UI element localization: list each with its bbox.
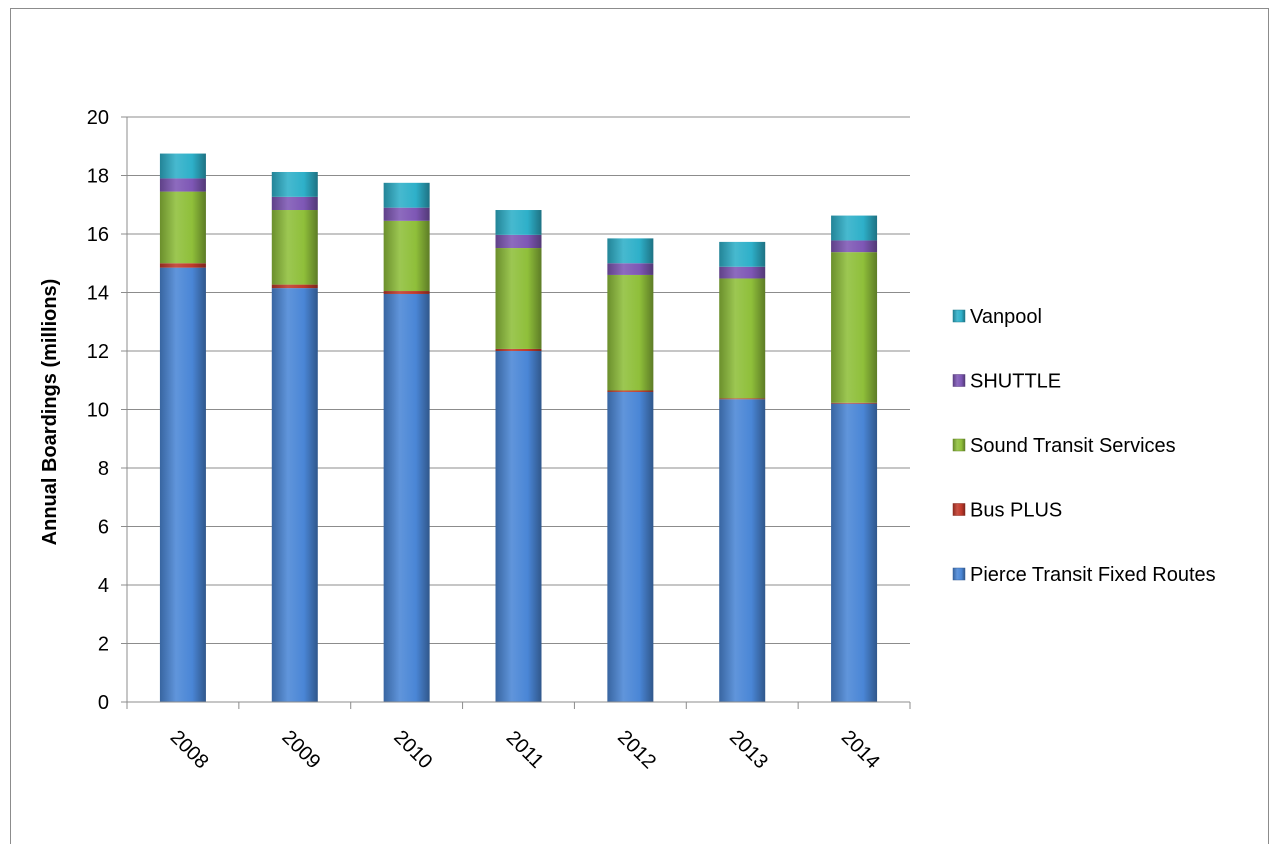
legend-label: SHUTTLE	[970, 371, 1061, 393]
bar-segment-vanpool-2009	[271, 171, 318, 197]
bar-segment-vanpool-2013	[719, 241, 766, 267]
bar-segment-vanpool-2008	[159, 153, 206, 179]
bar-segment-pierce-transit-fixed-routes-2011	[495, 351, 542, 702]
bar-segment-bus-plus-2013	[719, 398, 766, 400]
bar-segment-shuttle-2013	[719, 266, 766, 279]
bar-segment-shuttle-2009	[271, 196, 318, 211]
bar-segment-sound-transit-services-2010	[383, 220, 430, 292]
y-tick-labels: 0 2 4 6 8 10 12 14 16 18 20	[87, 107, 109, 714]
bar-segment-bus-plus-2012	[607, 390, 654, 392]
bar-segment-sound-transit-services-2012	[607, 274, 654, 391]
x-tick-label: 2013	[725, 726, 772, 773]
bar-segment-sound-transit-services-2014	[831, 252, 878, 403]
bar-segment-vanpool-2014	[831, 215, 878, 241]
bar-segment-bus-plus-2010	[383, 291, 430, 294]
legend-label: Sound Transit Services	[970, 435, 1176, 457]
x-tick-label: 2010	[389, 726, 436, 773]
x-tick-label: 2012	[613, 726, 660, 773]
bar-segment-bus-plus-2008	[159, 263, 206, 268]
legend-swatch	[952, 309, 966, 323]
bar-segment-vanpool-2010	[383, 182, 430, 208]
y-tick-label: 14	[87, 283, 109, 305]
bar-segment-pierce-transit-fixed-routes-2014	[831, 403, 878, 702]
bar-segment-sound-transit-services-2011	[495, 248, 542, 349]
x-tick-labels: 2008 2009 2010 2011 2012 2013 2014	[166, 726, 884, 773]
bar-segment-bus-plus-2009	[271, 284, 318, 289]
bar-segment-bus-plus-2011	[495, 348, 542, 351]
legend-label: Bus PLUS	[970, 500, 1062, 522]
axes	[126, 117, 911, 709]
y-tick-label: 4	[98, 575, 109, 597]
x-tick-label: 2008	[166, 726, 213, 773]
bar-segment-bus-plus-2014	[831, 402, 878, 404]
y-tick-label: 18	[87, 166, 109, 188]
bar-segment-vanpool-2012	[607, 238, 654, 264]
y-tick-label: 0	[98, 692, 109, 714]
bar-segment-shuttle-2008	[159, 178, 206, 192]
x-tick-label: 2014	[837, 726, 884, 773]
y-tick-label: 16	[87, 224, 109, 246]
x-tick-label: 2011	[502, 727, 548, 773]
y-tick-label: 2	[98, 634, 109, 656]
bar-segment-shuttle-2010	[383, 207, 430, 221]
legend-swatch	[952, 567, 966, 581]
bar-segment-pierce-transit-fixed-routes-2009	[271, 288, 318, 702]
legend-label: Pierce Transit Fixed Routes	[970, 564, 1216, 586]
y-tick-label: 10	[87, 400, 109, 422]
bar-segment-sound-transit-services-2009	[271, 210, 318, 285]
legend-label: Vanpool	[970, 306, 1042, 328]
bar-segment-sound-transit-services-2008	[159, 191, 206, 264]
y-tick-label: 6	[98, 517, 109, 539]
bar-segment-shuttle-2014	[831, 240, 878, 253]
bars	[159, 153, 878, 702]
bar-segment-pierce-transit-fixed-routes-2010	[383, 293, 430, 702]
bar-segment-pierce-transit-fixed-routes-2013	[719, 399, 766, 702]
y-tick-label: 20	[87, 107, 109, 129]
legend-swatch	[952, 374, 966, 387]
legend: Vanpool SHUTTLE Sound Transit Services Bus …	[952, 306, 1216, 586]
bar-segment-shuttle-2011	[495, 234, 542, 249]
bar-segment-pierce-transit-fixed-routes-2008	[159, 267, 206, 702]
y-axis-title: Annual Boardings (millions)	[39, 279, 61, 546]
bar-segment-sound-transit-services-2013	[719, 278, 766, 399]
bar-segment-vanpool-2011	[495, 210, 542, 235]
bar-segment-shuttle-2012	[607, 263, 654, 275]
legend-swatch	[952, 503, 966, 516]
y-tick-label: 8	[98, 458, 109, 480]
bar-segment-pierce-transit-fixed-routes-2012	[607, 391, 654, 702]
y-tick-label: 12	[87, 341, 109, 363]
legend-swatch	[952, 438, 966, 452]
x-tick-label: 2009	[278, 726, 325, 773]
